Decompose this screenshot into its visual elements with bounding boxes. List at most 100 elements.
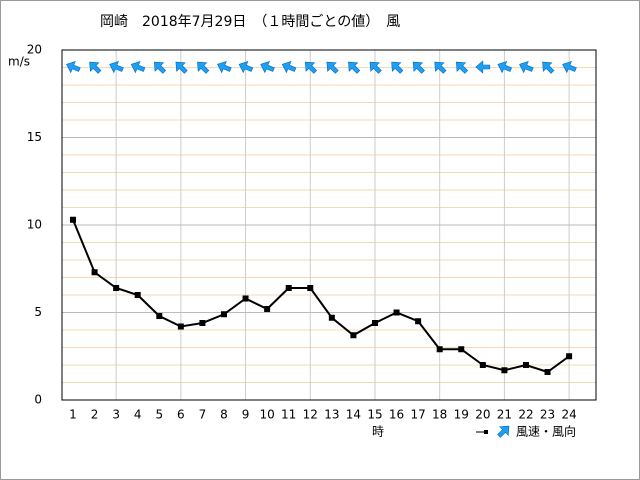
wind-arrow-shape — [89, 61, 102, 74]
data-point — [479, 362, 486, 368]
data-point — [371, 320, 378, 326]
wind-arrow — [197, 61, 210, 74]
x-tick-label: 8 — [220, 408, 228, 422]
wind-arrow — [562, 60, 577, 74]
wind-arrow — [369, 61, 382, 74]
wind-arrow-shape — [109, 60, 124, 74]
x-tick-label: 19 — [454, 408, 469, 422]
data-point — [307, 285, 314, 291]
data-point — [458, 346, 465, 353]
y-tick-label: 0 — [34, 393, 42, 407]
wind-arrow — [497, 60, 513, 74]
wind-arrow — [304, 61, 318, 74]
x-tick-label: 9 — [242, 408, 250, 422]
wind-arrow-shape — [455, 61, 469, 74]
data-point — [134, 292, 141, 298]
wind-arrow — [326, 61, 339, 74]
legend-label: 風速・風向 — [516, 424, 576, 439]
wind-arrow-shape — [562, 60, 577, 74]
data-point — [177, 323, 184, 330]
wind-arrow — [260, 60, 275, 74]
wind-arrow — [154, 61, 167, 74]
y-tick-label: 20 — [27, 43, 42, 57]
wind-arrow — [89, 61, 102, 74]
data-point — [501, 367, 508, 374]
x-tick-label: 14 — [346, 408, 361, 422]
x-tick-label: 1 — [69, 408, 77, 422]
wind-arrow-shape — [412, 61, 425, 74]
data-point — [113, 285, 120, 291]
x-tick-label: 24 — [561, 408, 576, 422]
wind-arrow-shape — [475, 60, 491, 74]
x-tick-label: 20 — [475, 408, 490, 422]
x-tick-label: 7 — [199, 408, 207, 422]
plot-border — [61, 49, 597, 401]
x-tick-label: 15 — [367, 408, 382, 422]
data-point — [264, 306, 271, 312]
wind-arrow — [542, 61, 555, 74]
data-point — [91, 269, 98, 276]
wind-arrow — [130, 60, 146, 74]
wind-arrow-shape — [217, 60, 232, 74]
wind-arrow — [281, 60, 297, 74]
wind-arrow-shape — [369, 61, 382, 74]
wind-arrow-shape — [281, 60, 297, 74]
wind-arrow — [66, 60, 81, 74]
wind-arrow-shape — [391, 61, 404, 74]
data-point — [242, 295, 249, 302]
wind-arrow — [391, 61, 404, 74]
wind-arrow-shape — [175, 61, 188, 74]
wind-arrow-shape — [66, 60, 81, 74]
data-point — [328, 314, 335, 321]
wind-arrow-shape — [197, 61, 210, 74]
wind-arrow — [238, 60, 254, 74]
wind-arrow-shape — [238, 60, 254, 74]
x-tick-label: 18 — [432, 408, 447, 422]
x-tick-label: 3 — [112, 408, 120, 422]
wind-arrow — [175, 61, 188, 74]
y-tick-label: 5 — [34, 305, 42, 319]
data-point — [566, 353, 573, 360]
series-line — [72, 219, 570, 374]
data-point — [199, 320, 206, 326]
x-tick-label: 16 — [389, 408, 404, 422]
y-axis-label: m/s — [8, 55, 30, 69]
x-tick-label: 10 — [259, 408, 274, 422]
wind-arrow-shape — [260, 60, 275, 74]
data-point — [415, 318, 422, 325]
wind-arrow — [217, 60, 232, 74]
data-point — [285, 285, 292, 291]
wind-arrow-shape — [542, 61, 555, 74]
wind-arrow — [109, 60, 124, 74]
data-point — [544, 369, 551, 375]
x-tick-label: 11 — [281, 408, 296, 422]
wind-arrow-shape — [519, 60, 534, 74]
data-point — [220, 311, 227, 318]
legend-marker — [484, 430, 488, 434]
data-point — [156, 313, 163, 319]
x-tick-label: 17 — [410, 408, 425, 422]
x-tick-label: 5 — [155, 408, 163, 422]
wind-arrow — [434, 61, 447, 74]
wind-arrow-shape — [154, 61, 167, 74]
wind-arrow — [475, 60, 491, 74]
data-point — [393, 309, 400, 316]
wind-arrow-shape — [130, 60, 146, 74]
wind-arrow-shape — [497, 60, 513, 74]
wind-arrow — [412, 61, 425, 74]
legend-arrow — [497, 425, 510, 438]
wind-arrow-shape — [326, 61, 339, 74]
x-tick-label: 4 — [134, 408, 142, 422]
wind-arrow-shape — [434, 61, 447, 74]
x-axis-label: 時 — [372, 425, 384, 439]
x-tick-label: 6 — [177, 408, 185, 422]
x-tick-label: 2 — [91, 408, 99, 422]
x-tick-label: 23 — [540, 408, 555, 422]
data-point — [350, 332, 357, 339]
data-point — [70, 216, 76, 223]
wind-arrow — [348, 61, 361, 74]
wind-arrow-shape — [304, 61, 318, 74]
wind-arrow-shape — [348, 61, 361, 74]
x-tick-label: 21 — [497, 408, 512, 422]
